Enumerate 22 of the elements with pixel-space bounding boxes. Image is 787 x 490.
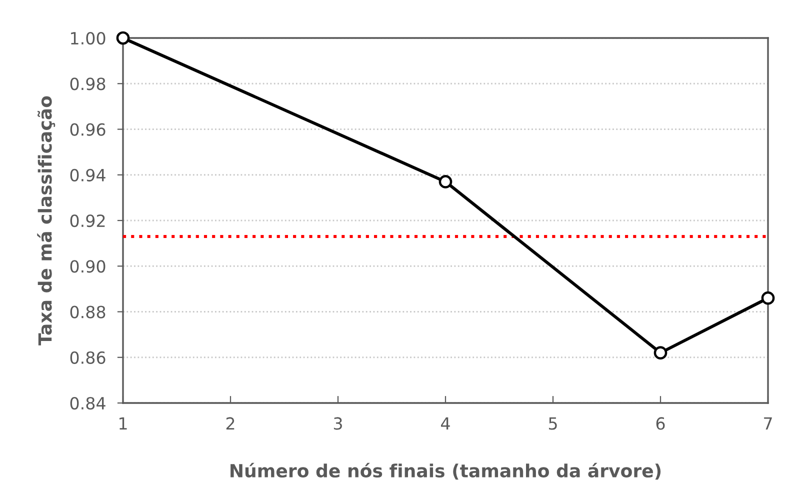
y-tick-label: 1.00 (71, 32, 106, 45)
point (438, 175, 452, 188)
x-tick-label: 5 (548, 417, 557, 430)
y-tick-label: 0.96 (70, 123, 106, 136)
y-tick-label: 0.86 (70, 351, 106, 364)
y-tick-label: 0.84 (70, 396, 106, 410)
y-tick-label: 0.88 (70, 306, 106, 318)
y-axis-title: Taxa de má classificação (37, 96, 56, 346)
point (654, 346, 668, 360)
x-tick-label: 1 (120, 417, 127, 430)
x-tick-label: 3 (334, 417, 342, 430)
x-tick-label: 4 (441, 417, 450, 430)
point (116, 31, 130, 45)
y-tick-label: 0.92 (70, 214, 105, 228)
y-tick-label: 0.90 (70, 260, 106, 273)
y-tick-label: 0.98 (70, 78, 106, 90)
point (761, 291, 775, 305)
x-axis-title: Número de nós finais (tamanho da árvore) (230, 462, 661, 480)
y-tick-label: 0.94 (70, 168, 106, 182)
x-tick-label: 7 (764, 417, 772, 430)
x-tick-label: 6 (656, 417, 665, 430)
x-tick-label: 2 (226, 417, 234, 430)
